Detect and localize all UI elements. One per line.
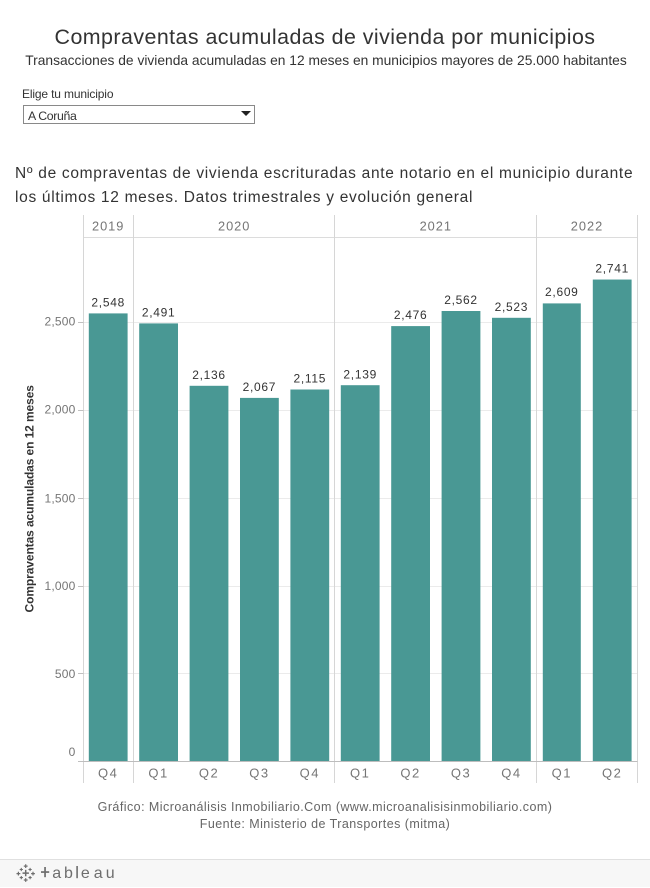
svg-text:2,139: 2,139	[343, 367, 377, 381]
svg-text:Q4: Q4	[501, 765, 521, 780]
svg-text:2,000: 2,000	[44, 402, 75, 416]
svg-text:Q1: Q1	[350, 765, 370, 780]
svg-text:2022: 2022	[571, 219, 603, 234]
svg-text:Q4: Q4	[98, 765, 118, 780]
svg-text:2,067: 2,067	[243, 380, 277, 394]
svg-text:2,562: 2,562	[444, 293, 478, 307]
svg-text:2,741: 2,741	[595, 262, 629, 276]
svg-text:2,115: 2,115	[293, 372, 326, 386]
svg-text:Q1: Q1	[552, 765, 572, 780]
svg-text:2,523: 2,523	[495, 300, 529, 314]
svg-text:2,500: 2,500	[44, 315, 75, 329]
svg-text:2,491: 2,491	[142, 306, 176, 320]
svg-text:2,548: 2,548	[91, 296, 125, 310]
svg-text:Q3: Q3	[249, 765, 269, 780]
svg-text:Q4: Q4	[300, 765, 320, 780]
svg-text:2,476: 2,476	[394, 308, 428, 322]
svg-text:Q1: Q1	[148, 765, 168, 780]
svg-text:2,609: 2,609	[545, 285, 579, 299]
svg-text:b: b	[64, 865, 73, 882]
svg-text:2,136: 2,136	[192, 368, 226, 382]
svg-text:2021: 2021	[420, 219, 452, 234]
svg-text:Q2: Q2	[602, 765, 622, 780]
svg-text:a: a	[94, 865, 103, 882]
svg-text:u: u	[106, 865, 115, 882]
svg-text:Q3: Q3	[451, 765, 471, 780]
svg-text:2020: 2020	[218, 219, 250, 234]
svg-text:0: 0	[69, 745, 76, 759]
svg-text:500: 500	[55, 667, 76, 681]
svg-text:Q2: Q2	[199, 765, 219, 780]
svg-text:1,500: 1,500	[44, 491, 75, 505]
svg-text:e: e	[81, 865, 90, 882]
svg-text:2019: 2019	[92, 219, 124, 234]
svg-text:Q2: Q2	[400, 765, 420, 780]
svg-text:a: a	[52, 865, 61, 882]
svg-text:1,000: 1,000	[44, 579, 75, 593]
svg-text:Compraventas acumuladas en 12: Compraventas acumuladas en 12 meses	[23, 385, 37, 613]
